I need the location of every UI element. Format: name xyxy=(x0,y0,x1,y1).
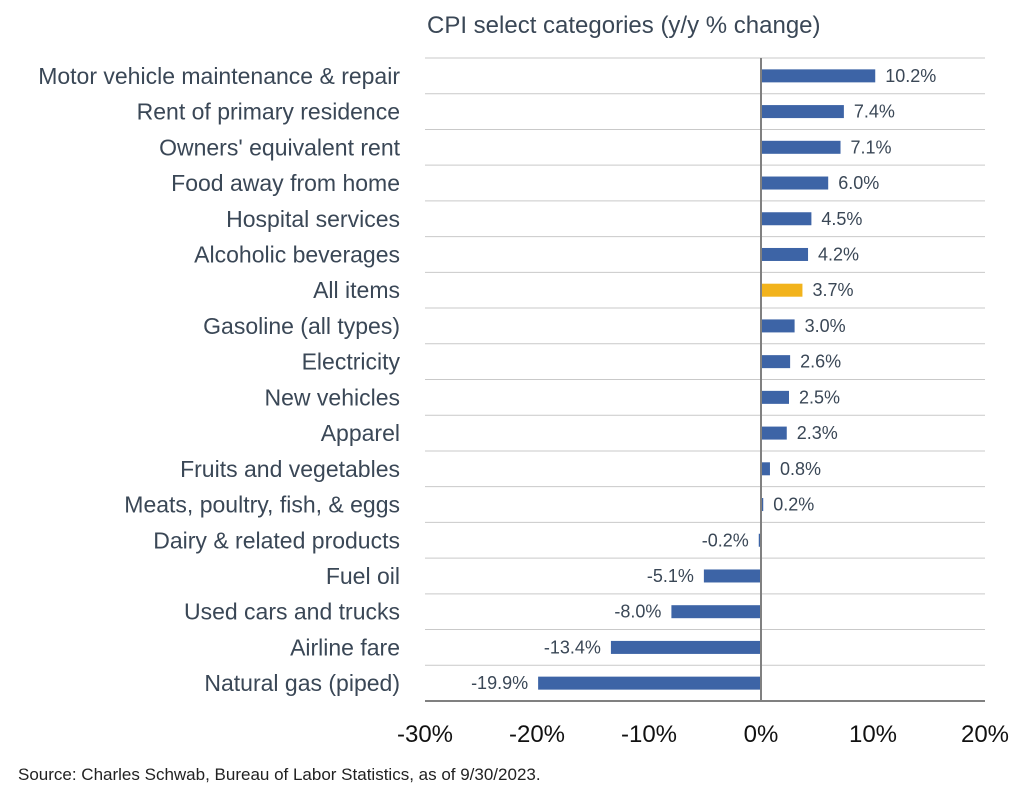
axes xyxy=(425,58,985,702)
data-label: 4.5% xyxy=(821,209,862,229)
category-label: Dairy & related products xyxy=(153,527,400,553)
grid-lines xyxy=(425,57,985,702)
category-label: Fuel oil xyxy=(326,563,400,589)
chart-title: CPI select categories (y/y % change) xyxy=(427,12,821,39)
data-label: 0.8% xyxy=(780,459,821,479)
x-tick-label: 10% xyxy=(849,721,897,748)
data-label: 2.6% xyxy=(800,352,841,372)
data-label: -19.9% xyxy=(471,673,528,693)
category-label: Hospital services xyxy=(226,206,400,232)
bar xyxy=(761,176,829,190)
bar xyxy=(761,319,795,333)
bar xyxy=(761,69,876,83)
bar xyxy=(703,569,761,583)
category-label: Electricity xyxy=(302,349,401,375)
category-label: Meats, poultry, fish, & eggs xyxy=(124,492,400,518)
x-tick-label: 20% xyxy=(961,721,1009,748)
data-label: 2.5% xyxy=(799,387,840,407)
category-label: All items xyxy=(313,277,400,303)
category-label: Food away from home xyxy=(171,170,400,196)
bar xyxy=(761,140,841,154)
data-label: 10.2% xyxy=(885,66,936,86)
source-note: Source: Charles Schwab, Bureau of Labor … xyxy=(18,765,541,784)
data-label: 0.2% xyxy=(773,495,814,515)
bar xyxy=(758,533,761,547)
category-label: Owners' equivalent rent xyxy=(159,134,401,160)
bar xyxy=(761,212,812,226)
labels: Motor vehicle maintenance & repair 10.2% R… xyxy=(38,63,1009,748)
bar xyxy=(761,390,789,404)
bar xyxy=(761,498,764,512)
category-label: Gasoline (all types) xyxy=(203,313,400,339)
data-label: 3.7% xyxy=(812,280,853,300)
bar xyxy=(761,283,803,297)
data-label: -0.2% xyxy=(702,530,749,550)
x-tick-label: -30% xyxy=(397,721,453,748)
bar xyxy=(761,355,791,369)
category-label: Rent of primary residence xyxy=(137,99,400,125)
data-label: 7.1% xyxy=(851,137,892,157)
bar xyxy=(761,426,787,440)
bars xyxy=(538,69,876,690)
bar xyxy=(761,462,770,476)
x-tick-label: -20% xyxy=(509,721,565,748)
data-label: 4.2% xyxy=(818,244,859,264)
category-label: Used cars and trucks xyxy=(184,599,400,625)
bar xyxy=(761,105,844,119)
category-label: Fruits and vegetables xyxy=(180,456,400,482)
category-label: New vehicles xyxy=(265,384,401,410)
category-label: Motor vehicle maintenance & repair xyxy=(38,63,400,89)
x-tick-label: -10% xyxy=(621,721,677,748)
data-label: 2.3% xyxy=(797,423,838,443)
x-tick-label: 0% xyxy=(744,721,779,748)
data-label: -13.4% xyxy=(544,637,601,657)
bar xyxy=(671,605,761,619)
chart-svg: Motor vehicle maintenance & repair 10.2% R… xyxy=(38,57,1009,748)
data-label: 6.0% xyxy=(838,173,879,193)
category-label: Apparel xyxy=(321,420,400,446)
category-label: Airline fare xyxy=(290,634,400,660)
data-label: 7.4% xyxy=(854,102,895,122)
bar xyxy=(761,247,809,261)
data-label: -5.1% xyxy=(647,566,694,586)
bar xyxy=(538,676,761,690)
category-label: Alcoholic beverages xyxy=(194,241,400,267)
data-label: 3.0% xyxy=(805,316,846,336)
bar xyxy=(610,640,761,654)
data-label: -8.0% xyxy=(614,602,661,622)
category-label: Natural gas (piped) xyxy=(204,670,400,696)
